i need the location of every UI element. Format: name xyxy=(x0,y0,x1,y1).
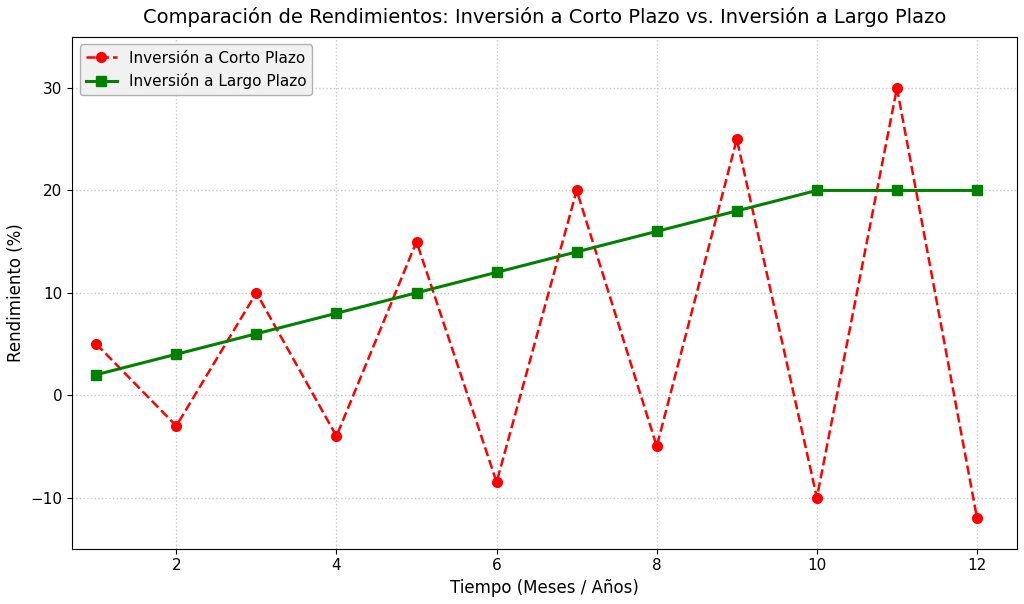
Inversión a Largo Plazo xyxy=(650,228,663,235)
Inversión a Corto Plazo xyxy=(331,432,343,440)
Inversión a Largo Plazo xyxy=(331,310,343,317)
Inversión a Largo Plazo xyxy=(811,187,823,194)
Inversión a Largo Plazo xyxy=(731,207,743,214)
Inversión a Largo Plazo xyxy=(570,248,583,255)
Inversión a Largo Plazo xyxy=(971,187,983,194)
Inversión a Corto Plazo xyxy=(490,478,503,486)
Inversión a Corto Plazo xyxy=(811,494,823,501)
Legend: Inversión a Corto Plazo, Inversión a Largo Plazo: Inversión a Corto Plazo, Inversión a Lar… xyxy=(80,45,312,95)
Inversión a Corto Plazo xyxy=(170,422,182,429)
X-axis label: Tiempo (Meses / Años): Tiempo (Meses / Años) xyxy=(451,579,639,597)
Inversión a Corto Plazo xyxy=(250,289,262,297)
Y-axis label: Rendimiento (%): Rendimiento (%) xyxy=(7,223,25,362)
Inversión a Largo Plazo xyxy=(891,187,903,194)
Inversión a Corto Plazo xyxy=(411,238,423,245)
Inversión a Largo Plazo xyxy=(170,350,182,358)
Inversión a Corto Plazo xyxy=(971,515,983,522)
Inversión a Largo Plazo xyxy=(411,289,423,297)
Inversión a Corto Plazo xyxy=(891,85,903,92)
Inversión a Corto Plazo xyxy=(90,341,102,348)
Line: Inversión a Corto Plazo: Inversión a Corto Plazo xyxy=(91,83,982,523)
Inversión a Largo Plazo xyxy=(250,330,262,338)
Inversión a Largo Plazo xyxy=(90,371,102,378)
Inversión a Largo Plazo xyxy=(490,269,503,276)
Inversión a Corto Plazo xyxy=(731,136,743,143)
Line: Inversión a Largo Plazo: Inversión a Largo Plazo xyxy=(91,185,982,379)
Inversión a Corto Plazo xyxy=(650,443,663,450)
Title: Comparación de Rendimientos: Inversión a Corto Plazo vs. Inversión a Largo Plazo: Comparación de Rendimientos: Inversión a… xyxy=(143,7,946,27)
Inversión a Corto Plazo xyxy=(570,187,583,194)
